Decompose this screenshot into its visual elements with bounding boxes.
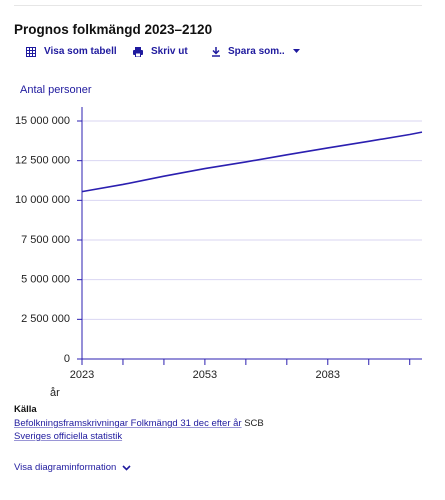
- chart: 0 2 500 000 5 000 000 7 500 000 10 000 000 12…: [15, 107, 423, 381]
- print-icon: [133, 46, 143, 57]
- title: Prognos folkmängd 2023–2120: [14, 22, 213, 37]
- more-info[interactable]: Visa diagraminformation: [14, 462, 131, 473]
- button-label: Spara som..: [228, 46, 285, 57]
- source-heading: Källa: [14, 404, 37, 415]
- chevron: [122, 464, 131, 471]
- y-tick-label: 15 000 000: [15, 115, 70, 127]
- y-tick-label: 7 500 000: [21, 234, 70, 246]
- y-tick-label: 0: [64, 353, 70, 365]
- source-line: Befolkningsframskrivningar Folkmängd 31 …: [14, 418, 264, 429]
- download-icon: [212, 46, 220, 57]
- y-tick-label: 10 000 000: [15, 194, 70, 206]
- button-label: Skriv ut: [151, 46, 188, 57]
- y-tick-label: 5 000 000: [21, 274, 70, 286]
- source-link[interactable]: Befolkningsframskrivningar Folkmängd 31 …: [14, 418, 242, 429]
- more-label: Visa diagraminformation: [14, 462, 117, 473]
- official-line: Sveriges officiella statistik: [14, 431, 122, 442]
- y-tick-label: 12 500 000: [15, 155, 70, 167]
- official-link[interactable]: Sveriges officiella statistik: [14, 431, 123, 442]
- table-icon: [26, 46, 36, 57]
- save-button[interactable]: Spara som..: [212, 46, 300, 57]
- button-label: Visa som tabell: [44, 46, 117, 57]
- x-tick-label: 2053: [193, 369, 217, 381]
- line: [81, 131, 423, 193]
- x-tick-label: 2083: [316, 369, 340, 381]
- divider: [14, 5, 422, 6]
- print-button[interactable]: Skriv ut: [133, 46, 188, 57]
- y-tick-label: 2 500 000: [21, 313, 70, 325]
- x-axis-label: år: [50, 387, 60, 399]
- caret: [292, 49, 300, 53]
- table-button[interactable]: Visa som tabell: [26, 46, 117, 57]
- x-tick-label: 2023: [70, 369, 94, 381]
- publisher: SCB: [244, 418, 264, 429]
- y-axis-label: Antal personer: [20, 84, 92, 96]
